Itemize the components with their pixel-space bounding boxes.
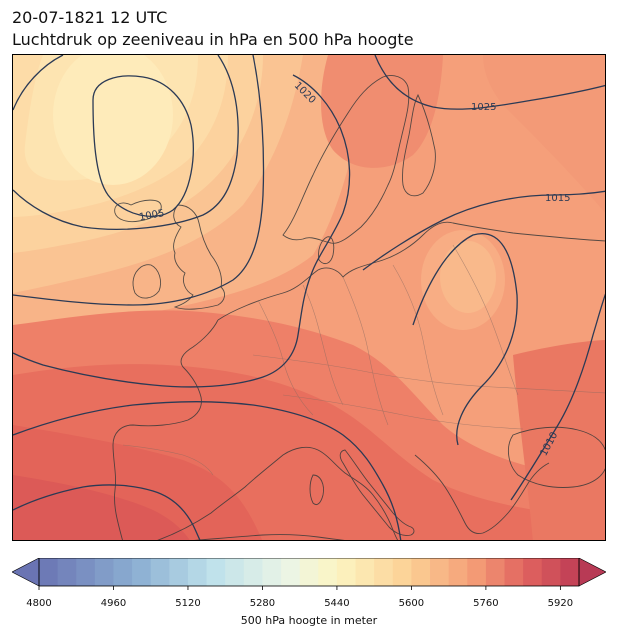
isobar-1015-western — [13, 55, 265, 306]
border-line-8 — [122, 444, 214, 476]
coastline-north-africa — [194, 534, 345, 540]
colorbar-cell — [113, 558, 133, 586]
height-band-scandinavia — [321, 55, 443, 168]
colorbar-tick-label: 5600 — [398, 598, 425, 609]
colorbar — [12, 558, 606, 590]
weather-map: 1020 1025 1005 1015 1010 — [12, 54, 606, 541]
border-line-4 — [392, 264, 444, 416]
colorbar-cell — [225, 558, 245, 586]
height-center-low — [53, 55, 173, 185]
coastline-corsica-sardinia — [309, 474, 324, 506]
colorbar-cell — [355, 558, 375, 586]
colorbar-cell — [411, 558, 431, 586]
colorbar-tick-label: 5120 — [175, 598, 201, 609]
isobar-1020 — [13, 74, 351, 388]
coastlines — [112, 75, 605, 540]
colorbar-cell — [57, 558, 77, 586]
isobar-1010-northwest — [13, 55, 239, 230]
isobar-1025 — [374, 55, 605, 110]
coastline-black-sea — [507, 426, 605, 488]
colorbar-cell — [243, 558, 263, 586]
colorbar-cell — [94, 558, 114, 586]
isobar-1010-southwest — [13, 484, 201, 540]
colorbar-cell — [392, 558, 412, 586]
colorbar-cell — [336, 558, 356, 586]
isobar-1010-southeast — [510, 293, 605, 501]
coastline-mediterranean — [157, 446, 399, 540]
colorbar-cell — [523, 558, 543, 586]
height-pocket-east-core — [440, 241, 496, 313]
colorbar-cell — [76, 558, 96, 586]
colorbar-cell — [132, 558, 152, 586]
border-line-2 — [302, 284, 344, 406]
coastline-scandinavia — [282, 75, 410, 244]
border-line-3 — [342, 276, 389, 426]
coastline-denmark — [318, 236, 335, 265]
isobar-1010-eastern — [412, 233, 518, 446]
colorbar-cell — [504, 558, 524, 586]
isobars — [13, 55, 605, 540]
colorbar-cell — [448, 558, 468, 586]
colorbar-cell — [150, 558, 170, 586]
colorbar-tick-label: 5760 — [473, 598, 499, 609]
height-band-northeast — [483, 55, 605, 213]
coastline-balkans — [414, 454, 550, 534]
border-line-1 — [257, 299, 314, 416]
coastline-iceland — [114, 199, 162, 223]
colorbar-cell — [187, 558, 207, 586]
coastline-great-britain — [173, 204, 225, 310]
border-line-7 — [282, 394, 524, 430]
colorbar-cell — [374, 558, 394, 586]
colorbar-cell — [262, 558, 282, 586]
colorbar-extend-high — [578, 558, 606, 587]
isobar-label-1025: 1025 — [471, 102, 496, 113]
colorbar-tick-label: 4960 — [100, 598, 127, 609]
colorbar-cell — [541, 558, 561, 586]
colorbar-tick-label: 4800 — [26, 598, 52, 609]
coastline-west-europe — [112, 319, 219, 540]
coastline-italy — [339, 449, 415, 536]
isobar-1015-eastern — [362, 190, 605, 271]
colorbar-cell — [467, 558, 487, 586]
map-title-description: Luchtdruk op zeeniveau in hPa en 500 hPa… — [12, 30, 414, 49]
colorbar-extend-low — [12, 558, 40, 587]
height-field — [13, 55, 605, 540]
border-line-5 — [452, 244, 519, 396]
height-band-5920 — [13, 475, 190, 540]
isobar-label-1015: 1015 — [545, 193, 570, 204]
coastline-ireland — [132, 264, 162, 299]
colorbar-cell — [560, 558, 580, 586]
isobar-label-1005: 1005 — [138, 208, 165, 223]
colorbar-cell — [39, 558, 59, 586]
border-line-6 — [252, 354, 605, 394]
colorbar-tick-label: 5280 — [249, 598, 276, 609]
colorbar-cell — [485, 558, 505, 586]
colorbar-cell — [318, 558, 338, 586]
colorbar-label: 500 hPa hoogte in meter — [240, 614, 378, 627]
height-band-southeast — [513, 340, 605, 540]
isobar-1005-closed — [92, 75, 194, 217]
colorbar-cell — [206, 558, 226, 586]
colorbar-cell — [281, 558, 301, 586]
colorbar-cell — [430, 558, 450, 586]
colorbar-tick-label: 5920 — [547, 598, 574, 609]
colorbar-tick-label: 5440 — [324, 598, 350, 609]
coastline-continent-north — [217, 221, 605, 321]
colorbar-frame — [38, 558, 580, 587]
coastline-finland — [402, 93, 436, 197]
isobar-1015-southern — [13, 400, 402, 540]
colorbar-cell — [299, 558, 319, 586]
colorbar-cell — [169, 558, 189, 586]
country-borders — [122, 244, 605, 476]
map-title-time: 20-07-1821 12 UTC — [12, 8, 168, 27]
